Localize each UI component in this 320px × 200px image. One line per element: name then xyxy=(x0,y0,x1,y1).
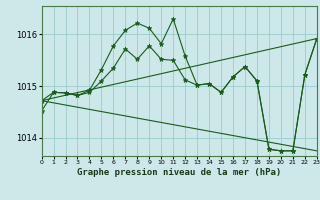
X-axis label: Graphe pression niveau de la mer (hPa): Graphe pression niveau de la mer (hPa) xyxy=(77,168,281,177)
